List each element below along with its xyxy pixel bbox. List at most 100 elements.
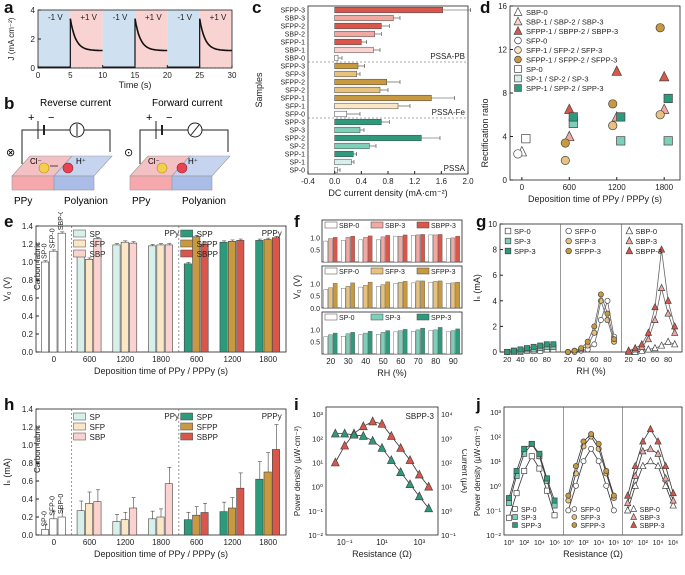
- x-tick-label: 10⁶: [609, 540, 620, 547]
- bar: [380, 332, 386, 355]
- panel-label-a: a: [4, 0, 14, 17]
- data-point: [671, 339, 679, 348]
- data-point: [658, 70, 670, 82]
- y-right-tick-label: 10⁴: [441, 410, 453, 419]
- x-tick-label: 10²: [578, 540, 589, 547]
- data-point: [644, 334, 653, 343]
- data-point: [616, 136, 626, 146]
- data-point: [610, 492, 617, 499]
- legend-label: SPP: [197, 230, 213, 239]
- legend-label: SP-1 / SP-2 / SP-3: [526, 75, 589, 84]
- y-tick-label: 8: [503, 89, 508, 98]
- category-label: SFP-2: [285, 88, 305, 95]
- bar: [385, 235, 390, 263]
- forward-ion-cl: Cl⁻: [148, 157, 160, 166]
- bar: [255, 478, 264, 536]
- carbon-fabric-label: Carbon fabric: [33, 242, 42, 290]
- data-point: [664, 296, 672, 304]
- bar: [428, 281, 434, 309]
- bar-text: SBP-0: [58, 494, 65, 514]
- data-point: [608, 99, 618, 109]
- data-point: [550, 341, 557, 348]
- bar: [420, 234, 425, 263]
- bar: [376, 239, 381, 263]
- x-tick-label: 60: [651, 355, 659, 364]
- data-point: [624, 491, 632, 499]
- data-point: [639, 446, 647, 455]
- bar: [332, 332, 338, 355]
- data-point: [646, 424, 655, 433]
- current-point: [424, 503, 434, 513]
- y-tick-label: 1.0: [22, 258, 34, 267]
- y-axis-label: Samples: [254, 72, 264, 108]
- legend-swatch: [416, 267, 430, 275]
- data-point: [588, 431, 595, 438]
- group-label: PSSA-PB: [430, 52, 465, 61]
- x-tick-label: 10⁰: [563, 539, 574, 547]
- data-point: [536, 450, 543, 457]
- data-point: [646, 444, 655, 452]
- bar: [334, 14, 394, 22]
- bar: [49, 518, 58, 536]
- legend-marker: [514, 36, 522, 45]
- legend-marker: [513, 25, 523, 35]
- power-line: [334, 421, 430, 487]
- y-tick-label: 8: [493, 246, 498, 255]
- bar: [156, 516, 165, 536]
- panel-label-d: d: [480, 0, 491, 17]
- bar: [227, 507, 236, 536]
- bar: [183, 263, 192, 353]
- bar: [367, 235, 373, 263]
- data-point: [521, 445, 528, 452]
- legend-label: SBP-0: [339, 223, 359, 230]
- bar: [393, 331, 399, 355]
- legend-label: SBPP-3: [635, 247, 662, 256]
- legend-label: SBP-3: [635, 237, 657, 246]
- x-tick-label: 1200: [224, 538, 242, 547]
- reverse-plus: +: [28, 112, 34, 124]
- data-point: [657, 341, 666, 349]
- bar: [85, 503, 94, 536]
- y-left-tick-label: 10⁻²: [308, 531, 323, 540]
- voltage-label: -1 V: [48, 13, 63, 22]
- panel-d: d SBP-0 SBP-1 / SBP-2 / SBP-3 SFPP-1 / SBP…: [478, 0, 685, 210]
- legend-label: SBP-3: [640, 515, 660, 522]
- data-point: [663, 136, 673, 146]
- data-point: [638, 346, 646, 354]
- data-point: [568, 112, 578, 122]
- bar: [385, 330, 390, 355]
- category-label: SPP-2: [285, 136, 305, 143]
- bar-text: SP-0: [41, 511, 48, 527]
- bar: [323, 289, 329, 309]
- bar: [415, 280, 421, 309]
- data-point: [655, 110, 665, 120]
- bar: [350, 282, 355, 309]
- legend-swatch: [324, 267, 338, 275]
- legend-label: SFPP: [197, 240, 218, 249]
- power-point: [396, 442, 406, 452]
- bar: [393, 235, 399, 263]
- bar: [112, 244, 121, 353]
- legend-label: SP: [90, 230, 101, 239]
- bar: [420, 280, 425, 309]
- data-point: [663, 93, 673, 103]
- x-tick-label: 10⁰: [504, 539, 515, 547]
- x-tick-label: 1800: [152, 355, 170, 364]
- x-tick-label: 600: [563, 183, 577, 192]
- x-tick-label: 600: [83, 538, 97, 547]
- y-tick-label: 1.0: [22, 441, 34, 450]
- data-point: [657, 245, 666, 253]
- legend-label: SBP-0: [640, 507, 660, 514]
- legend-label: SPP: [197, 413, 213, 422]
- bar: [455, 328, 460, 355]
- group-label: PSSA-Fe: [432, 108, 466, 117]
- bar: [428, 330, 434, 355]
- data-point: [608, 121, 618, 131]
- panel-label-f: f: [294, 212, 300, 231]
- reverse-minus: −: [48, 112, 54, 124]
- data-point: [669, 501, 677, 509]
- current-trace: [198, 18, 232, 52]
- data-point: [591, 341, 598, 348]
- bar: [376, 286, 381, 309]
